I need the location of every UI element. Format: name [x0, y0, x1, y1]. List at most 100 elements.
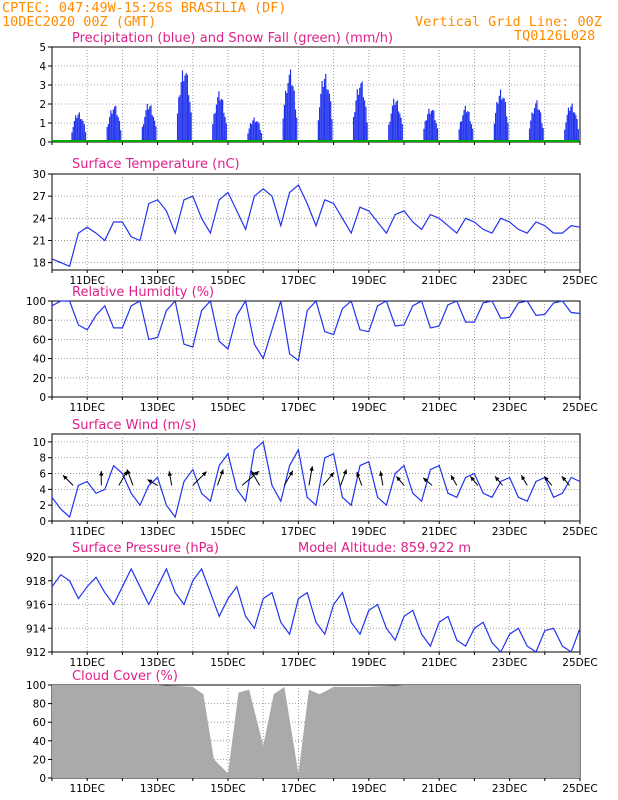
rh-xtick-label: 23DEC: [492, 402, 527, 414]
precip-bar: [218, 91, 220, 142]
temp-xtick-label: 11DEC: [69, 275, 104, 287]
precip-bar: [401, 124, 403, 142]
precip-bar: [496, 102, 498, 142]
precip-bar: [180, 82, 182, 142]
precip-bar: [531, 112, 533, 142]
precip-bar: [151, 115, 153, 142]
rh-xtick-label: 19DEC: [351, 402, 386, 414]
rh-xtick-label: 15DEC: [210, 402, 245, 414]
temp-ytick-label: 18: [33, 258, 46, 270]
wind-arrowhead: [99, 471, 104, 476]
pressure-xtick-label: 25DEC: [562, 657, 597, 669]
precip-bar: [258, 123, 260, 142]
panels: 0 1 2 3 4 5 Precipitation (blue) and Snow Fall…: [26, 31, 598, 795]
precip-bar: [283, 104, 285, 142]
wind-arrowhead: [470, 476, 475, 482]
wind-arrowhead: [309, 466, 314, 471]
precip-bar: [423, 128, 425, 142]
precip-bar: [219, 100, 221, 142]
precip-bar: [575, 114, 577, 142]
precip-bar: [566, 114, 568, 142]
cloud-ytick-label: 40: [33, 736, 46, 748]
precip-bar: [84, 132, 87, 142]
precip-bar: [317, 120, 319, 142]
temp-xtick-label: 17DEC: [281, 275, 316, 287]
precip-bar: [144, 116, 146, 142]
precip-bar: [396, 100, 398, 142]
precip-ytick-label: 1: [39, 118, 46, 130]
wind-arrowhead: [201, 471, 207, 477]
precip-bar: [190, 112, 192, 142]
precip-bar: [145, 110, 147, 142]
temp-ytick-label: 27: [33, 191, 46, 203]
precip-bar: [330, 101, 332, 142]
precip-bar: [152, 116, 155, 142]
precip-bar: [502, 97, 504, 142]
precip-bar: [76, 117, 78, 142]
precip-bar: [113, 106, 116, 142]
precip-bar: [326, 89, 328, 142]
precip-bar: [255, 121, 258, 142]
wind-xtick-label: 13DEC: [140, 526, 175, 538]
precip-bar: [116, 115, 118, 142]
rh-ytick-label: 40: [33, 354, 46, 366]
precip-bar: [504, 102, 507, 142]
precip-bar: [434, 120, 436, 142]
rh-ytick-label: 60: [33, 334, 46, 346]
precip-bar: [118, 120, 121, 142]
precip-ytick-label: 5: [39, 42, 46, 54]
rh-xtick-label: 13DEC: [140, 402, 175, 414]
precip-bar: [325, 73, 327, 142]
header-location: CPTEC: 047:49W-15:26S BRASILIA (DF): [2, 0, 286, 16]
precip-bar: [322, 86, 324, 142]
precip-bar: [225, 123, 227, 142]
wind-arrowhead: [495, 476, 500, 482]
precip-bar: [389, 121, 391, 142]
precip-bar: [360, 83, 362, 142]
precip-bar: [291, 85, 293, 142]
precip-bar: [321, 80, 323, 142]
precip-bar: [465, 112, 468, 142]
precip-bar: [433, 110, 435, 142]
precip-bar: [424, 121, 426, 142]
wind-arrowhead: [450, 475, 455, 481]
precip-bar: [188, 95, 190, 142]
precip-ytick-label: 2: [39, 99, 46, 111]
pressure-xtick-label: 21DEC: [421, 657, 456, 669]
wind-xtick-label: 25DEC: [562, 526, 597, 538]
precip-bar: [388, 124, 390, 142]
cloud-xtick-label: 21DEC: [421, 783, 456, 795]
precip-bar: [540, 112, 542, 142]
precip-bar: [249, 123, 252, 142]
temp-line: [51, 184, 581, 268]
precip-bar: [535, 103, 537, 142]
precip-bar: [357, 94, 360, 142]
precip-bar: [458, 129, 460, 142]
precip-bar: [292, 86, 294, 142]
temp-xtick-label: 23DEC: [492, 275, 527, 287]
precip-bar: [472, 128, 474, 142]
precip-bar: [528, 128, 531, 142]
precip-bar: [506, 116, 508, 142]
precip-bar: [154, 120, 156, 142]
precip-bar: [259, 130, 261, 142]
precip-bar: [576, 119, 578, 142]
precip-bar: [294, 109, 297, 142]
precip-bar: [185, 73, 187, 142]
wind-arrowhead: [544, 476, 549, 482]
precip-bar: [428, 108, 430, 142]
precip-bar: [111, 113, 113, 142]
wind-ytick-label: 10: [33, 437, 46, 449]
precip-bar: [355, 100, 357, 142]
precip-bar: [213, 113, 215, 142]
precip-title: Precipitation (blue) and Snow Fall (gree…: [72, 31, 393, 46]
temp-xtick-label: 25DEC: [562, 275, 597, 287]
temp-frame: [51, 173, 581, 271]
precip-bar: [117, 117, 119, 142]
precip-bar: [430, 111, 432, 142]
precip-bar: [82, 121, 84, 142]
precip-bar: [212, 124, 214, 142]
wind-arrowhead: [123, 470, 128, 476]
precip-bar: [248, 128, 250, 142]
temp-xtick-label: 13DEC: [140, 275, 175, 287]
